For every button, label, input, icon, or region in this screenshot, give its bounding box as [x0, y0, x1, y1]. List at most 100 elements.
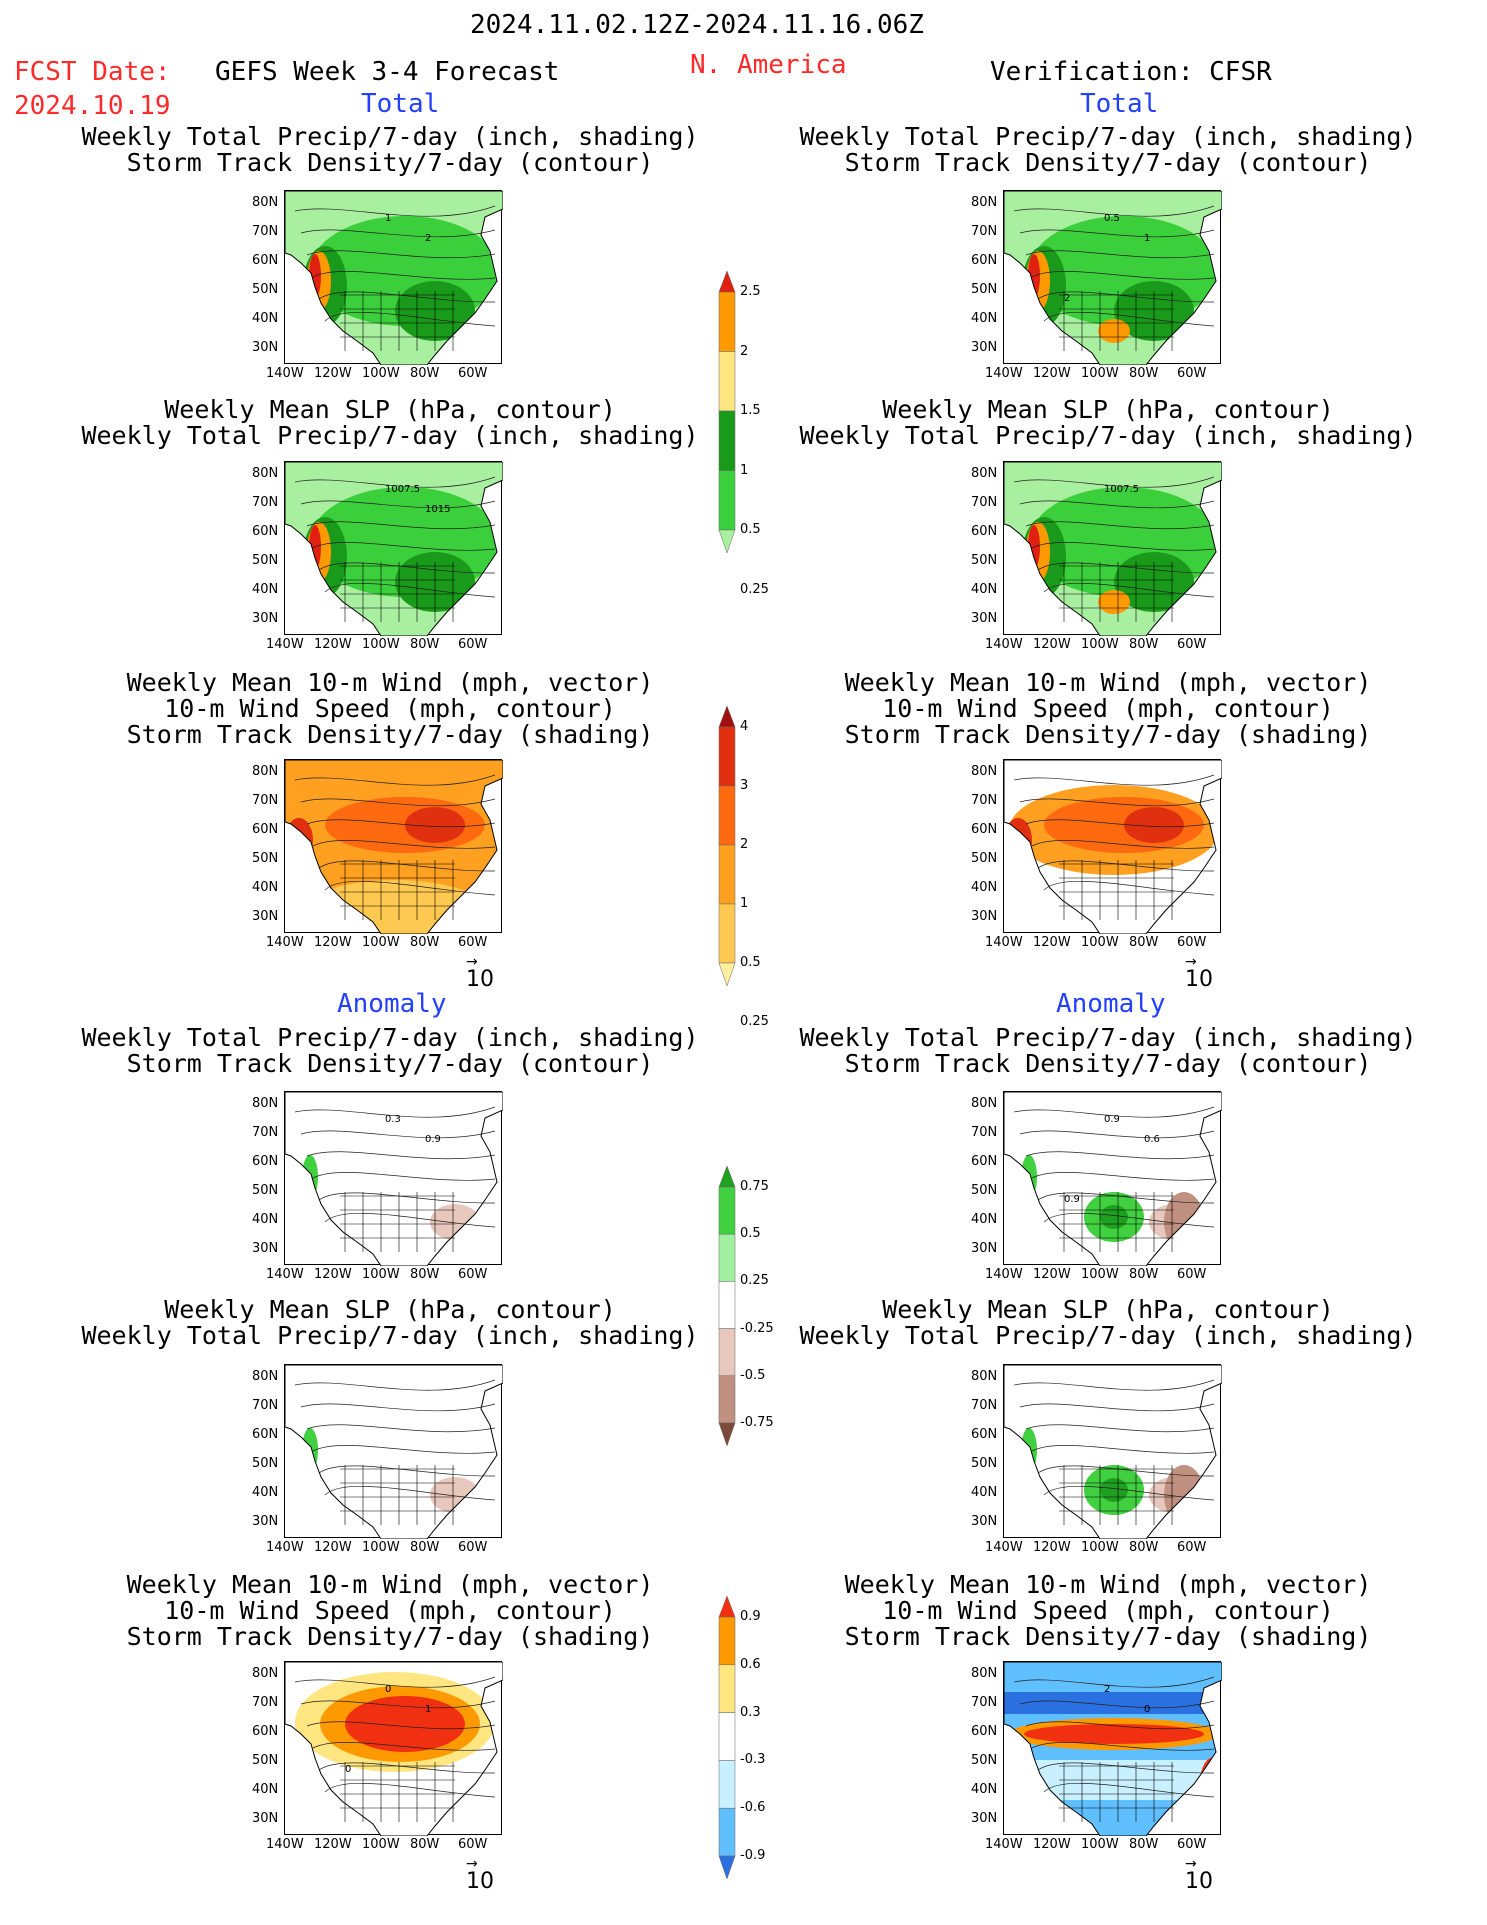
lat-tick-label: 70N: [971, 1695, 998, 1710]
lat-tick-label: 30N: [971, 1514, 998, 1529]
colorbar-label: 2: [740, 837, 749, 852]
lat-tick-label: 30N: [971, 1811, 998, 1826]
lat-tick-label: 60N: [971, 253, 998, 268]
lon-tick-label: 80W: [410, 1267, 440, 1282]
map-canvas: 1007.5 1015: [285, 462, 503, 636]
lon-tick-label: 140W: [985, 637, 1023, 652]
panel-title-line: Storm Track Density/7-day (shading): [844, 720, 1372, 749]
lat-tick-label: 60N: [252, 1427, 279, 1442]
colorbar-swatch: [718, 1375, 736, 1424]
lat-tick-label: 60N: [252, 253, 279, 268]
lat-tick-label: 60N: [971, 1154, 998, 1169]
lon-tick-label: 80W: [410, 1540, 440, 1555]
colorbar-swatch: [718, 1422, 736, 1447]
contour-label: 0.9: [1104, 1114, 1120, 1125]
lat-tick-label: 70N: [252, 1398, 279, 1413]
lat-tick-label: 70N: [252, 1125, 279, 1140]
lon-tick-label: 100W: [1081, 637, 1119, 652]
colorbar-swatch: [718, 470, 736, 531]
lon-tick-label: 140W: [266, 1267, 304, 1282]
map-panel: 0.5 1 2: [1003, 190, 1222, 365]
lon-tick-label: 80W: [410, 637, 440, 652]
colorbar-label: 0.3: [740, 1704, 761, 1720]
map-panel: 0 1 0: [284, 1661, 503, 1836]
colorbar-label: 1: [740, 896, 749, 911]
lon-tick-label: 120W: [1033, 366, 1071, 381]
lon-tick-label: 80W: [410, 366, 440, 381]
lat-tick-label: 50N: [252, 1183, 279, 1198]
vector-arrow-icon: →: [1185, 954, 1197, 970]
panel-title-line: Weekly Total Precip/7-day (inch, shading…: [799, 122, 1417, 151]
lon-tick-label: 140W: [985, 935, 1023, 950]
colorbar-label: -0.6: [740, 1800, 766, 1816]
region-title: N. America: [690, 50, 847, 80]
colorbar-label: 0.9: [740, 1609, 761, 1624]
panel-title-line: Weekly Total Precip/7-day (inch, shading…: [81, 421, 699, 450]
panel-title-line: Storm Track Density/7-day (shading): [126, 1622, 654, 1651]
colorbar-label: 0.5: [740, 1226, 761, 1242]
lon-tick-label: 120W: [1033, 637, 1071, 652]
colorbar-swatch: [718, 291, 736, 352]
panel-title-line: Storm Track Density/7-day (shading): [844, 1622, 1372, 1651]
lat-tick-label: 70N: [252, 793, 279, 808]
panel-title-line: Weekly Mean SLP (hPa, contour): [882, 1295, 1334, 1324]
lat-tick-label: 30N: [971, 340, 998, 355]
lat-tick-label: 60N: [252, 524, 279, 539]
lat-tick-label: 30N: [252, 1514, 279, 1529]
colorbar-label: 2.5: [740, 284, 761, 299]
contour-label: 0: [345, 1764, 351, 1775]
map-canvas: [1004, 1365, 1222, 1539]
map-canvas: [285, 1365, 503, 1539]
vector-reference: → 10: [466, 955, 494, 992]
vector-reference-label: 10: [1185, 967, 1213, 992]
panel-title-line: Weekly Mean SLP (hPa, contour): [164, 395, 616, 424]
lon-tick-label: 120W: [1033, 935, 1071, 950]
panel-title-line: Storm Track Density/7-day (shading): [126, 720, 654, 749]
lat-tick-label: 30N: [252, 340, 279, 355]
lon-tick-label: 60W: [458, 1267, 488, 1282]
anomaly-label-right: Anomaly: [1056, 989, 1166, 1019]
colorbar-label: 1.5: [740, 403, 761, 418]
map-panel: 1007.5 1015: [284, 461, 503, 636]
verification-title: Verification: CFSR: [990, 57, 1272, 87]
lon-tick-label: 140W: [985, 366, 1023, 381]
lat-tick-label: 50N: [252, 282, 279, 297]
panel-title-line: 10-m Wind Speed (mph, contour): [164, 694, 616, 723]
colorbar-swatch: [718, 1165, 736, 1188]
colorbar-label: 1: [740, 462, 749, 478]
lat-tick-label: 30N: [252, 909, 279, 924]
colorbar-precip: [718, 270, 736, 554]
colorbar-swatch: [718, 1595, 736, 1618]
lat-tick-label: 50N: [252, 1456, 279, 1471]
contour-label: 0.3: [385, 1114, 401, 1125]
map-panel: 0.9 0.6 0.9: [1003, 1091, 1222, 1266]
vector-reference: → 10: [1185, 1857, 1213, 1894]
panel-title-line: Weekly Mean 10-m Wind (mph, vector): [126, 668, 654, 697]
panel-title-line: Weekly Total Precip/7-day (inch, shading…: [81, 122, 699, 151]
colorbar-swatch: [718, 1328, 736, 1377]
colorbar-label: 0.25: [740, 581, 769, 597]
colorbar-swatch: [718, 1760, 736, 1809]
contour-label: 2: [1104, 1684, 1110, 1695]
colorbar-label: -0.9: [740, 1848, 766, 1863]
lon-tick-label: 100W: [362, 366, 400, 381]
lon-tick-label: 80W: [1129, 637, 1159, 652]
map-panel: [284, 1364, 503, 1539]
colorbar-swatch: [718, 270, 736, 293]
lon-tick-label: 60W: [458, 935, 488, 950]
lon-tick-label: 80W: [410, 935, 440, 950]
lat-tick-label: 30N: [252, 1811, 279, 1826]
lon-tick-label: 60W: [1177, 1540, 1207, 1555]
map-canvas: 0 1 0: [285, 1662, 503, 1836]
map-panel: 0.3 0.9: [284, 1091, 503, 1266]
panel-title-line: Weekly Total Precip/7-day (inch, shading…: [799, 1023, 1417, 1052]
colorbar-swatch: [718, 1233, 736, 1282]
colorbar-swatch: [718, 903, 736, 964]
lat-tick-label: 80N: [971, 764, 998, 779]
panel-title-line: Storm Track Density/7-day (contour): [126, 1049, 654, 1078]
colorbar-swatch: [718, 1855, 736, 1880]
colorbar-swatch: [718, 785, 736, 846]
colorbar-label: -0.25: [740, 1320, 774, 1336]
map-canvas: 12: [285, 191, 503, 365]
colorbar-label: -0.75: [740, 1415, 774, 1430]
